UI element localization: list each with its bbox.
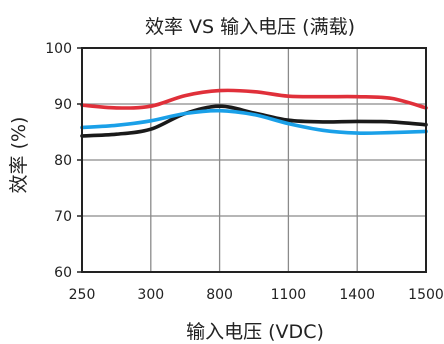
series-line-1 bbox=[80, 88, 428, 110]
x-tick-label: 800 bbox=[206, 287, 233, 303]
y-tick-label: 80 bbox=[54, 153, 72, 169]
y-tick-label: 60 bbox=[54, 265, 72, 281]
y-tick-label: 90 bbox=[54, 97, 72, 113]
x-axis-label: 输入电压 (VDC) bbox=[186, 321, 324, 343]
x-tick-labels: 250 300 800 1100 1400 1500 bbox=[69, 287, 444, 303]
chart-title: 效率 VS 输入电压 (满载) bbox=[145, 16, 355, 38]
y-axis-label: 效率 (%) bbox=[8, 117, 30, 194]
series-line-3 bbox=[80, 108, 428, 136]
x-tick-label: 250 bbox=[69, 287, 96, 303]
y-tick-label: 70 bbox=[54, 209, 72, 225]
x-tick-label: 1400 bbox=[339, 287, 375, 303]
series-layer bbox=[80, 88, 428, 138]
x-tick-label: 300 bbox=[137, 287, 164, 303]
x-tick-label: 1100 bbox=[271, 287, 307, 303]
grid-lines bbox=[82, 48, 426, 272]
y-tick-labels: 60 70 80 90 100 bbox=[45, 41, 82, 281]
x-tick-label: 1500 bbox=[408, 287, 444, 303]
y-tick-label: 100 bbox=[45, 41, 72, 57]
